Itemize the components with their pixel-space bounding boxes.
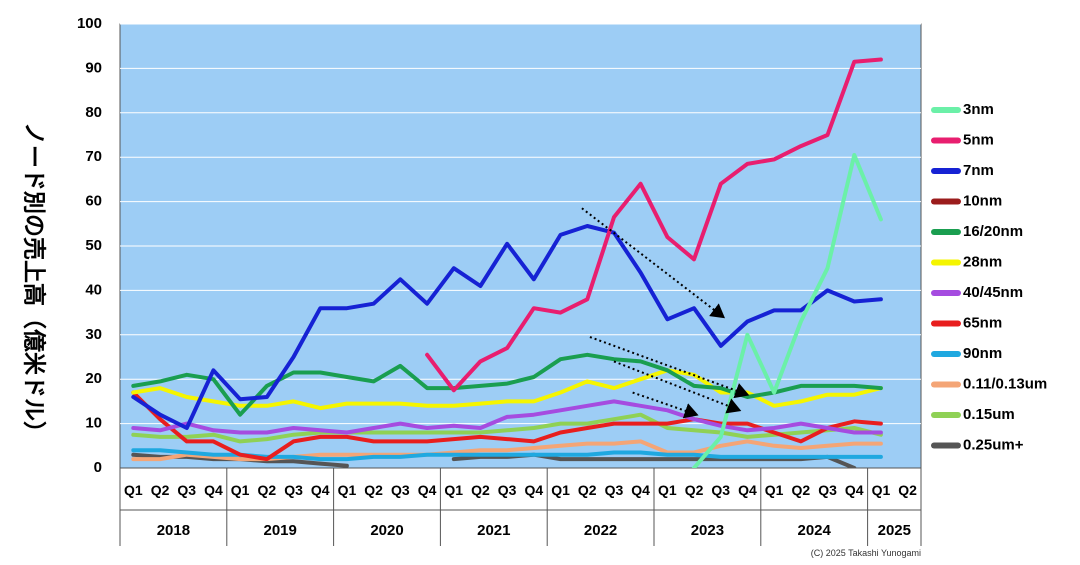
x-tick-label: Q2 [898,482,917,498]
legend-label: 0.15um [963,406,1015,423]
year-label: 2025 [878,522,911,539]
x-tick-label: Q2 [792,482,811,498]
copyright-text: (C) 2025 Takashi Yunogami [811,548,921,558]
x-tick-label: Q3 [711,482,730,498]
x-tick-label: Q4 [738,482,757,498]
x-tick-label: Q2 [151,482,170,498]
y-axis-label: ノード別の売上高（億米ドル） [21,122,48,444]
y-tick-label: 10 [85,415,102,432]
year-label: 2018 [157,522,190,539]
x-tick-label: Q3 [177,482,196,498]
x-tick-label: Q4 [525,482,544,498]
legend-label: 7nm [963,162,994,179]
y-tick-label: 70 [85,148,102,165]
x-tick-label: Q3 [818,482,837,498]
legend-label: 0.11/0.13um [963,375,1047,392]
year-label: 2021 [477,522,510,539]
legend-label: 3nm [963,101,994,118]
legend-label: 28nm [963,253,1002,270]
x-tick-label: Q3 [391,482,410,498]
series-line-16-20nm [131,352,883,417]
year-label: 2022 [584,522,617,539]
y-tick-label: 100 [77,15,102,32]
legend-label: 65nm [963,314,1002,331]
x-tick-label: Q1 [124,482,143,498]
x-tick-label: Q4 [631,482,650,498]
x-tick-label: Q1 [765,482,784,498]
y-tick-label: 50 [85,237,102,254]
series-line-7nm [131,224,883,430]
legend-label: 40/45nm [963,284,1023,301]
x-tick-label: Q3 [605,482,624,498]
series-line-5nm [425,57,883,393]
legend-label: 10nm [963,192,1002,209]
x-tick-label: Q4 [204,482,223,498]
trend-arrow [632,391,699,419]
year-label: 2020 [370,522,403,539]
legend-label: 90nm [963,345,1002,362]
x-tick-label: Q2 [578,482,597,498]
x-tick-label: Q3 [284,482,303,498]
x-tick-label: Q4 [418,482,437,498]
x-tick-label: Q3 [498,482,517,498]
x-tick-label: Q1 [658,482,677,498]
x-tick-label: Q2 [471,482,490,498]
year-label: 2023 [691,522,724,539]
series-group [131,57,883,468]
y-tick-label: 60 [85,193,102,210]
x-tick-label: Q1 [551,482,570,498]
x-tick-label: Q2 [364,482,383,498]
year-label: 2024 [798,522,832,539]
y-tick-label: 0 [94,459,102,476]
x-tick-label: Q4 [845,482,864,498]
x-tick-label: Q1 [444,482,463,498]
x-tick-label: Q4 [311,482,330,498]
year-label: 2019 [264,522,297,539]
x-tick-label: Q1 [872,482,891,498]
x-tick-label: Q2 [258,482,277,498]
series-line-40-45nm [131,399,883,435]
series-line-3nm [692,153,883,468]
y-tick-label: 40 [85,281,102,298]
x-tick-label: Q2 [685,482,704,498]
x-tick-label: Q1 [231,482,250,498]
y-tick-label: 90 [85,59,102,76]
y-tick-label: 20 [85,370,102,387]
x-tick-label: Q1 [338,482,357,498]
y-tick-label: 80 [85,104,102,121]
legend-label: 5nm [963,131,994,148]
legend-label: 0.25um+ [963,436,1024,453]
series-line-65nm [131,390,883,462]
series-line-0-15um [131,412,883,444]
y-tick-label: 30 [85,326,102,343]
legend-label: 16/20nm [963,223,1023,240]
